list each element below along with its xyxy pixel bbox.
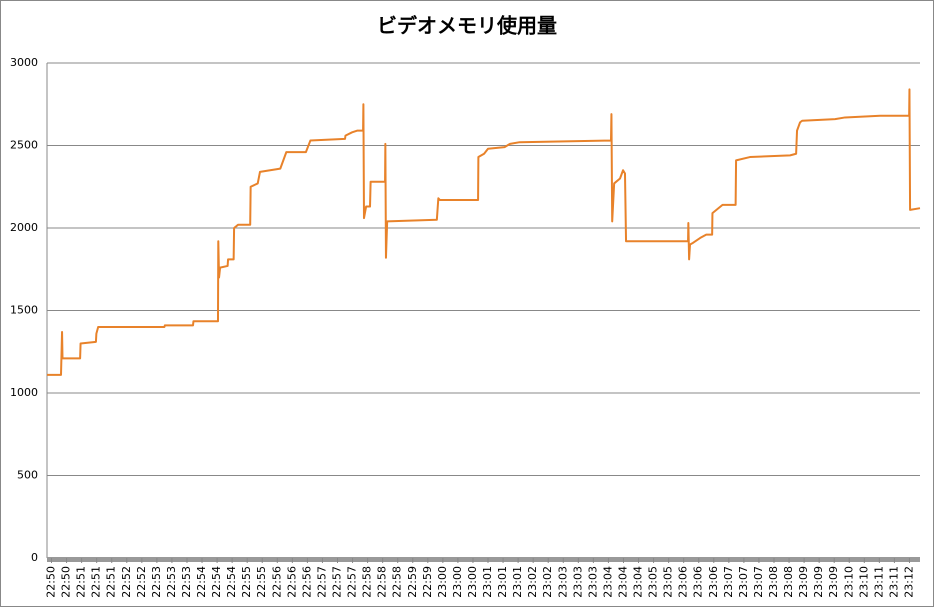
x-tick-label: 22:50 <box>60 566 73 598</box>
x-tick-label: 23:01 <box>511 566 524 598</box>
x-tick-label: 22:51 <box>105 566 118 598</box>
x-tick-label: 22:56 <box>285 566 298 598</box>
x-tick-label: 23:11 <box>887 566 900 598</box>
x-tick-label: 22:54 <box>225 566 238 598</box>
x-tick-label: 23:05 <box>647 566 660 598</box>
x-tick-label: 22:53 <box>180 566 193 598</box>
x-tick-label: 23:09 <box>797 566 810 598</box>
x-tick-label: 23:07 <box>752 566 765 598</box>
x-tick-label: 23:02 <box>526 566 539 598</box>
x-tick-label: 22:58 <box>361 566 374 598</box>
y-tick-label: 2500 <box>10 139 38 152</box>
x-tick-label: 23:04 <box>616 566 629 598</box>
x-tick-label: 23:00 <box>436 566 449 598</box>
x-tick-label: 22:55 <box>255 566 268 598</box>
y-tick-label: 2000 <box>10 221 38 234</box>
x-tick-label: 22:52 <box>120 566 133 598</box>
x-tick-label: 22:57 <box>330 566 343 598</box>
x-axis <box>47 557 920 562</box>
x-tick-label: 22:58 <box>376 566 389 598</box>
x-tick-label: 22:51 <box>75 566 88 598</box>
x-tick-label: 22:54 <box>210 566 223 598</box>
x-tick-label: 22:57 <box>315 566 328 598</box>
y-tick-label: 1000 <box>10 386 38 399</box>
x-tick-label: 23:04 <box>601 566 614 598</box>
x-tick-label: 23:08 <box>782 566 795 598</box>
x-tick-label: 23:09 <box>827 566 840 598</box>
y-tick-label: 3000 <box>10 56 38 69</box>
x-tick-label: 23:07 <box>722 566 735 598</box>
x-tick-label: 23:01 <box>496 566 509 598</box>
y-tick-label: 500 <box>17 469 38 482</box>
chart-title: ビデオメモリ使用量 <box>377 14 557 38</box>
x-tick-label: 23:05 <box>662 566 675 598</box>
x-tick-label: 23:00 <box>466 566 479 598</box>
x-tick-label: 22:55 <box>240 566 253 598</box>
x-tick-label: 22:53 <box>165 566 178 598</box>
x-tick-label: 23:10 <box>842 566 855 598</box>
x-tick-label: 23:06 <box>707 566 720 598</box>
x-tick-label: 23:08 <box>767 566 780 598</box>
x-tick-label: 23:03 <box>586 566 599 598</box>
x-tick-label: 22:54 <box>195 566 208 598</box>
x-tick-label: 22:59 <box>421 566 434 598</box>
x-tick-label: 22:56 <box>270 566 283 598</box>
x-tick-label: 23:07 <box>737 566 750 598</box>
x-tick-label: 23:03 <box>556 566 569 598</box>
x-tick-label: 22:52 <box>135 566 148 598</box>
x-tick-label: 23:11 <box>872 566 885 598</box>
x-tick-label: 23:01 <box>481 566 494 598</box>
data-line <box>47 88 921 376</box>
x-tick-label: 23:02 <box>541 566 554 598</box>
y-tick-label: 1500 <box>10 304 38 317</box>
x-tick-label: 23:12 <box>902 566 915 598</box>
x-tick-label: 23:06 <box>692 566 705 598</box>
x-tick-label: 22:57 <box>346 566 359 598</box>
x-tick-label: 23:03 <box>571 566 584 598</box>
x-tick-label: 22:58 <box>391 566 404 598</box>
x-tick-label: 23:06 <box>677 566 690 598</box>
x-tick-label: 23:10 <box>857 566 870 598</box>
x-tick-label: 23:09 <box>812 566 825 598</box>
x-tick-label: 22:59 <box>406 566 419 598</box>
x-tick-label: 23:04 <box>632 566 645 598</box>
x-tick-label: 22:53 <box>150 566 163 598</box>
x-tick-label: 22:51 <box>90 566 103 598</box>
y-tick-label: 0 <box>31 551 38 564</box>
x-tick-label: 22:50 <box>45 566 58 598</box>
x-tick-label: 22:56 <box>300 566 313 598</box>
x-tick-label: 23:00 <box>451 566 464 598</box>
